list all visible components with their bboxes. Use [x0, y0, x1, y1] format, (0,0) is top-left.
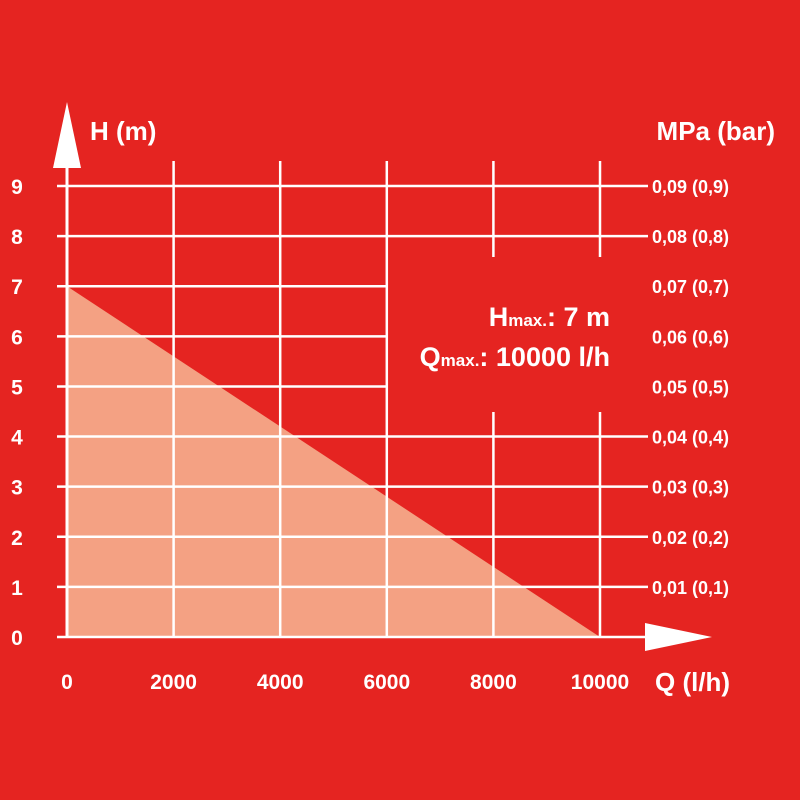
y2-tick-label: 0,07 (0,7) — [652, 277, 729, 297]
y-tick-label: 9 — [11, 176, 23, 199]
x-axis-arrow-icon — [645, 623, 712, 651]
x-axis-label: Q (l/h) — [655, 667, 730, 697]
y2-tick-label: 0,09 (0,9) — [652, 177, 729, 197]
x-tick-label: 4000 — [257, 671, 304, 694]
y-tick-label: 4 — [11, 427, 23, 450]
y2-tick-label: 0,08 (0,8) — [652, 227, 729, 247]
qmax-annotation: Qmax.: 10000 l/h — [420, 342, 610, 372]
x-tick-label: 6000 — [363, 671, 410, 694]
y2-tick-label: 0,05 (0,5) — [652, 377, 729, 397]
y-tick-label: 2 — [11, 527, 23, 550]
x-tick-label: 8000 — [470, 671, 517, 694]
x-tick-label: 2000 — [150, 671, 197, 694]
y-axis-arrow-icon — [53, 102, 81, 168]
y2-tick-label: 0,06 (0,6) — [652, 327, 729, 347]
y2-tick-label: 0,02 (0,2) — [652, 528, 729, 548]
y-tick-label: 5 — [11, 376, 23, 399]
y-tick-label: 0 — [11, 627, 23, 650]
y-tick-label: 8 — [11, 226, 23, 249]
x-tick-label: 0 — [61, 671, 73, 694]
y2-tick-label: 0,01 (0,1) — [652, 578, 729, 598]
x-tick-label: 10000 — [571, 671, 629, 694]
y-tick-label: 3 — [11, 477, 23, 500]
y2-tick-label: 0,04 (0,4) — [652, 428, 729, 448]
y-tick-label: 1 — [11, 577, 23, 600]
y-axis-label: H (m) — [90, 116, 156, 146]
hmax-annotation: Hmax.: 7 m — [489, 302, 610, 332]
y-tick-label: 7 — [11, 276, 23, 299]
y2-axis-label: MPa (bar) — [657, 116, 775, 146]
y2-tick-label: 0,03 (0,3) — [652, 478, 729, 498]
y-tick-label: 6 — [11, 326, 23, 349]
pump-curve-area — [67, 286, 600, 637]
